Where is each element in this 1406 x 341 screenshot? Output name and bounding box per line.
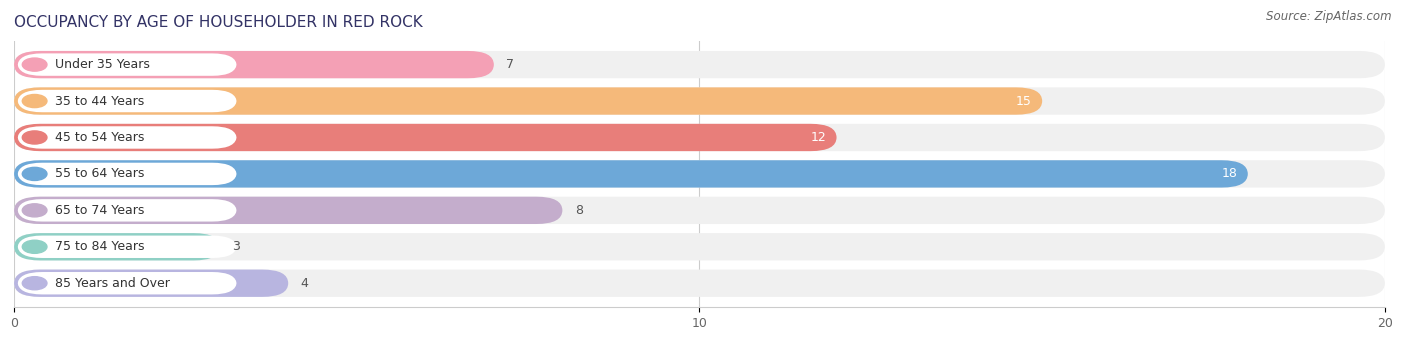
FancyBboxPatch shape <box>14 269 1385 297</box>
Text: 7: 7 <box>506 58 515 71</box>
FancyBboxPatch shape <box>14 124 1385 151</box>
Text: 75 to 84 Years: 75 to 84 Years <box>55 240 145 253</box>
FancyBboxPatch shape <box>14 87 1042 115</box>
FancyBboxPatch shape <box>17 236 236 258</box>
Text: Under 35 Years: Under 35 Years <box>55 58 150 71</box>
Circle shape <box>22 240 46 253</box>
Text: 4: 4 <box>301 277 308 290</box>
Text: Source: ZipAtlas.com: Source: ZipAtlas.com <box>1267 10 1392 23</box>
FancyBboxPatch shape <box>14 233 219 261</box>
Text: 15: 15 <box>1017 94 1032 107</box>
Text: 85 Years and Over: 85 Years and Over <box>55 277 170 290</box>
FancyBboxPatch shape <box>14 124 837 151</box>
FancyBboxPatch shape <box>14 197 1385 224</box>
Text: 3: 3 <box>232 240 240 253</box>
Circle shape <box>22 167 46 180</box>
FancyBboxPatch shape <box>17 54 236 76</box>
Text: 55 to 64 Years: 55 to 64 Years <box>55 167 145 180</box>
Text: 8: 8 <box>575 204 582 217</box>
Circle shape <box>22 204 46 217</box>
Circle shape <box>22 58 46 71</box>
Text: 35 to 44 Years: 35 to 44 Years <box>55 94 145 107</box>
FancyBboxPatch shape <box>17 126 236 149</box>
FancyBboxPatch shape <box>17 199 236 222</box>
FancyBboxPatch shape <box>14 269 288 297</box>
FancyBboxPatch shape <box>14 51 494 78</box>
FancyBboxPatch shape <box>17 90 236 112</box>
Text: 18: 18 <box>1222 167 1237 180</box>
FancyBboxPatch shape <box>14 160 1249 188</box>
Text: 45 to 54 Years: 45 to 54 Years <box>55 131 145 144</box>
FancyBboxPatch shape <box>14 160 1385 188</box>
Circle shape <box>22 131 46 144</box>
Circle shape <box>22 277 46 290</box>
FancyBboxPatch shape <box>17 163 236 185</box>
FancyBboxPatch shape <box>14 233 1385 261</box>
FancyBboxPatch shape <box>14 87 1385 115</box>
Text: 12: 12 <box>810 131 827 144</box>
Text: OCCUPANCY BY AGE OF HOUSEHOLDER IN RED ROCK: OCCUPANCY BY AGE OF HOUSEHOLDER IN RED R… <box>14 15 423 30</box>
FancyBboxPatch shape <box>17 272 236 294</box>
Text: 65 to 74 Years: 65 to 74 Years <box>55 204 145 217</box>
FancyBboxPatch shape <box>14 51 1385 78</box>
Circle shape <box>22 94 46 108</box>
FancyBboxPatch shape <box>14 197 562 224</box>
